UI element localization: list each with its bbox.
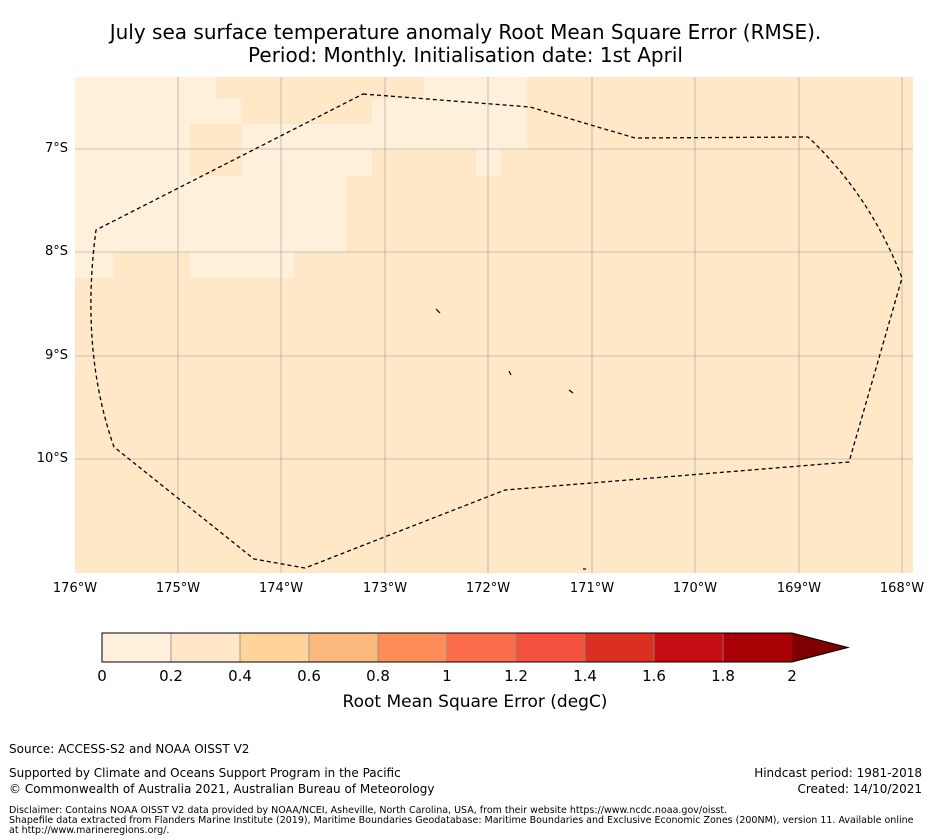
lat-tick-label: 9°S xyxy=(44,348,68,363)
colorbar-bin xyxy=(654,633,723,662)
lon-tick-label: 168°W xyxy=(879,581,925,596)
colorbar-tick-label: 2 xyxy=(787,667,797,685)
colorbar-tick-label: 0.6 xyxy=(297,667,321,685)
colorbar-bin xyxy=(516,633,585,662)
rmse-cell xyxy=(75,77,216,99)
rmse-cell xyxy=(372,99,527,149)
eez-boundary xyxy=(90,93,903,569)
lon-tick-label: 176°W xyxy=(52,581,98,596)
created-date-text: Created: 14/10/2021 xyxy=(797,782,922,796)
lon-tick-label: 175°W xyxy=(155,581,201,596)
colorbar-bin xyxy=(723,633,792,662)
lat-tick-label: 10°S xyxy=(36,451,68,466)
rmse-cell xyxy=(75,252,113,278)
colorbar-bin xyxy=(102,633,171,662)
copyright-text: © Commonwealth of Australia 2021, Austra… xyxy=(9,782,435,796)
colorbar-tick-label: 1.2 xyxy=(504,667,528,685)
rmse-cell xyxy=(75,124,190,176)
rmse-cell xyxy=(75,99,241,124)
colorbar-bin xyxy=(447,633,516,662)
lon-tick-label: 174°W xyxy=(258,581,304,596)
lat-tick-label: 7°S xyxy=(44,141,68,156)
low-rmse-cells xyxy=(75,77,527,278)
lon-tick-label: 172°W xyxy=(465,581,511,596)
colorbar-extend-arrow xyxy=(792,633,848,662)
colorbar-tick-label: 0.4 xyxy=(228,667,252,685)
lat-tick-label: 8°S xyxy=(44,244,68,259)
colorbar-bin xyxy=(378,633,447,662)
hindcast-period-text: Hindcast period: 1981-2018 xyxy=(754,766,922,780)
rmse-cell xyxy=(75,176,346,252)
colorbar-bin xyxy=(240,633,309,662)
map-gridlines xyxy=(75,77,913,573)
rmse-cell xyxy=(190,252,294,278)
rmse-cell xyxy=(476,149,501,176)
island-outline xyxy=(435,308,441,314)
rmse-cell xyxy=(242,124,372,176)
islands xyxy=(435,308,586,570)
lon-tick-label: 173°W xyxy=(362,581,408,596)
colorbar xyxy=(101,632,850,663)
colorbar-tick-label: 0.8 xyxy=(366,667,390,685)
lon-tick-label: 170°W xyxy=(672,581,718,596)
colorbar-outline xyxy=(101,632,850,663)
lon-tick-label: 171°W xyxy=(569,581,615,596)
source-text: Source: ACCESS-S2 and NOAA OISST V2 xyxy=(9,742,250,756)
support-text: Supported by Climate and Oceans Support … xyxy=(9,766,401,780)
disclaimer-text: Disclaimer: Contains NOAA OISST V2 data … xyxy=(9,805,914,836)
map-title-line2: Period: Monthly. Initialisation date: 1s… xyxy=(248,43,683,67)
colorbar-tick-label: 0 xyxy=(97,667,107,685)
colorbar-tick-label: 1.8 xyxy=(711,667,735,685)
map-title-line1: July sea surface temperature anomaly Roo… xyxy=(109,20,822,44)
island-outline xyxy=(568,389,574,394)
colorbar-tick-label: 1.4 xyxy=(573,667,597,685)
colorbar-tick-label: 0.2 xyxy=(159,667,183,685)
colorbar-label: Root Mean Square Error (degC) xyxy=(342,692,608,712)
colorbar-tick-label: 1.6 xyxy=(642,667,666,685)
lon-tick-label: 169°W xyxy=(776,581,822,596)
colorbar-bin xyxy=(171,633,240,662)
colorbar-bin xyxy=(585,633,654,662)
rmse-cell xyxy=(424,77,527,99)
island-outline xyxy=(508,370,512,376)
colorbar-tick-label: 1 xyxy=(442,667,452,685)
colorbar-bin xyxy=(309,633,378,662)
